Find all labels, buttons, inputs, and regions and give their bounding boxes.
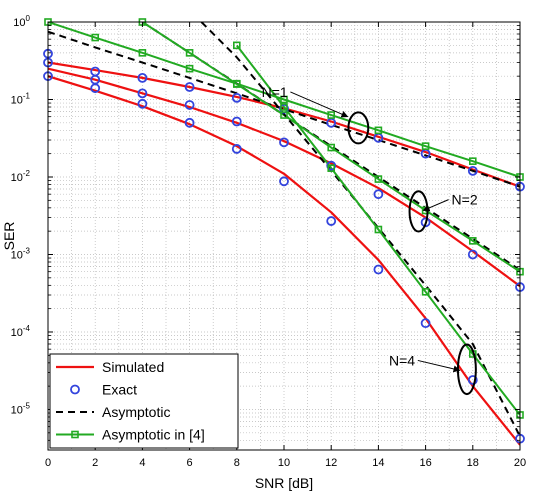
point-asym4-N=2 xyxy=(185,49,194,57)
point-asym4-N=2 xyxy=(327,143,336,152)
x-tick-label: 4 xyxy=(139,457,145,469)
annotation-label: N=2 xyxy=(452,192,478,208)
point-exact-N=4 xyxy=(231,144,242,154)
series-line-asym4-N=4 xyxy=(236,44,520,416)
legend-label-simulated: Simulated xyxy=(102,359,164,375)
legend: Simulated Exact Asymptotic Asymptotic in [4… xyxy=(49,353,239,449)
point-exact-N=1 xyxy=(184,82,195,92)
annotation-arrow xyxy=(290,91,349,118)
x-tick-label: 0 xyxy=(45,457,51,469)
point-exact-N=2 xyxy=(326,160,337,171)
x-tick-label: 14 xyxy=(372,457,384,469)
point-exact-N=4 xyxy=(420,318,431,329)
point-exact-N=2 xyxy=(373,189,384,200)
point-asym4-N=1 xyxy=(468,157,477,165)
point-asym4-N=2 xyxy=(468,237,477,245)
point-exact-N=2 xyxy=(231,116,242,127)
point-exact-N=4 xyxy=(373,264,384,275)
x-tick-label: 8 xyxy=(234,457,240,469)
point-asym4-N=4 xyxy=(327,164,336,172)
annotation-ellipse xyxy=(408,190,429,233)
legend-label-asym4: Asymptotic in [4] xyxy=(102,427,205,443)
legend-marker-exact xyxy=(70,384,80,395)
series-line-asym4-N=1 xyxy=(48,22,520,178)
point-exact-N=4 xyxy=(279,176,289,187)
point-asym4-N=2 xyxy=(280,111,288,119)
point-asym4-N=1 xyxy=(374,126,383,135)
point-exact-N=4 xyxy=(467,375,478,385)
x-tick-label: 20 xyxy=(514,457,526,469)
series-line-simulated-N=4 xyxy=(48,75,520,446)
x-axis-label: SNR [dB] xyxy=(255,475,313,491)
annotations: N=1 N=2 N=4 xyxy=(262,84,478,396)
y-tick-label: 10-3 xyxy=(11,246,31,261)
series-line-asymptotic-N=1 xyxy=(48,30,520,188)
legend-marker-asym4 xyxy=(71,430,79,439)
point-exact-N=1 xyxy=(467,165,478,176)
point-exact-N=4 xyxy=(90,83,101,94)
point-exact-N=2 xyxy=(184,100,195,110)
point-asym4-N=1 xyxy=(91,33,99,42)
annotation-label: N=4 xyxy=(389,352,415,368)
legend-label-asymptotic: Asymptotic xyxy=(102,404,170,420)
point-asym4-N=2 xyxy=(233,80,241,88)
point-exact-N=4 xyxy=(184,117,195,128)
point-exact-N=2 xyxy=(137,88,148,99)
annotation-label: N=1 xyxy=(262,84,288,100)
x-tick-label: 6 xyxy=(187,457,193,469)
y-tick-label: 10-1 xyxy=(11,91,31,106)
point-asym4-N=1 xyxy=(421,142,430,150)
point-asym4-N=1 xyxy=(327,111,336,119)
point-asym4-N=4 xyxy=(374,225,383,234)
point-asym4-N=2 xyxy=(374,175,383,183)
point-exact-N=4 xyxy=(137,98,148,109)
series-lines xyxy=(48,22,520,446)
point-asym4-N=4 xyxy=(421,288,430,296)
x-tick-label: 16 xyxy=(419,457,431,469)
y-tick-label: 10-5 xyxy=(11,401,31,416)
axis-ticks: 0 2 4 6 8 10 12 14 16 18 20 100 10-1 10-2 10-3 10-4 10-5 xyxy=(11,14,527,469)
point-asym4-N=1 xyxy=(185,64,194,73)
point-asym4-N=1 xyxy=(138,49,147,57)
point-asym4-N=1 xyxy=(280,95,288,104)
series-line-asym4-N=2 xyxy=(141,22,520,273)
legend-box xyxy=(49,353,239,449)
x-tick-label: 18 xyxy=(467,457,479,469)
point-exact-N=2 xyxy=(467,249,478,260)
point-exact-N=2 xyxy=(279,137,289,148)
y-axis-label: SER xyxy=(1,222,17,251)
annotation-arrow xyxy=(417,359,461,373)
y-tick-label: 10-2 xyxy=(11,169,31,184)
point-exact-N=1 xyxy=(137,72,148,83)
annotation-arrow xyxy=(422,199,449,212)
x-tick-label: 10 xyxy=(278,457,290,469)
x-tick-label: 12 xyxy=(325,457,337,469)
series-line-simulated-N=2 xyxy=(48,67,520,288)
x-tick-label: 2 xyxy=(92,457,98,469)
point-exact-N=1 xyxy=(231,92,242,103)
point-asym4-N=4 xyxy=(280,103,288,111)
legend-label-exact: Exact xyxy=(102,382,137,398)
point-asym4-N=4 xyxy=(233,41,241,50)
y-tick-label: 10-4 xyxy=(11,324,31,339)
y-tick-label: 100 xyxy=(13,14,30,29)
point-exact-N=4 xyxy=(326,216,337,226)
annotation-ellipse xyxy=(347,111,370,145)
